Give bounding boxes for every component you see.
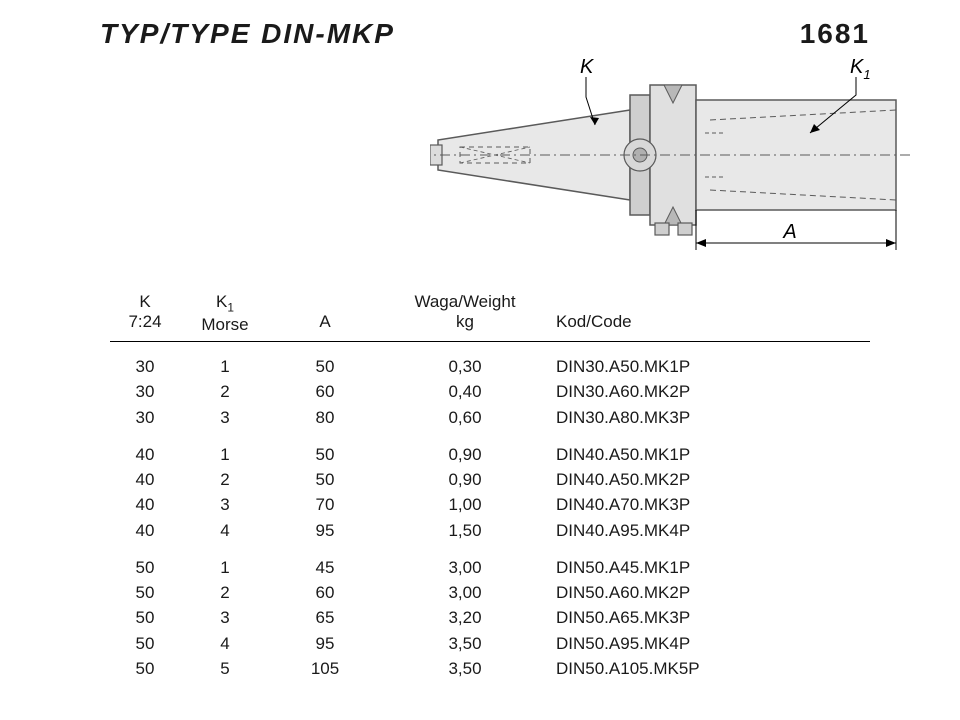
cell-k1: 1	[180, 342, 270, 380]
tool-diagram: K K1 A	[430, 55, 910, 255]
table-row: 403701,00DIN40.A70.MK3P	[110, 492, 870, 517]
header: TYP/TYPE DIN-MKP 1681	[0, 0, 960, 50]
cell-k1: 2	[180, 379, 270, 404]
cell-k1: 4	[180, 518, 270, 543]
cell-a: 65	[270, 605, 380, 630]
cell-w: 0,90	[380, 430, 550, 467]
cell-a: 70	[270, 492, 380, 517]
cell-w: 3,00	[380, 580, 550, 605]
table-row: 5051053,50DIN50.A105.MK5P	[110, 656, 870, 681]
page-title: TYP/TYPE DIN-MKP	[100, 18, 395, 50]
table-row: 503653,20DIN50.A65.MK3P	[110, 605, 870, 630]
cell-k: 40	[110, 518, 180, 543]
cell-a: 45	[270, 543, 380, 580]
dimension-a: A	[696, 210, 896, 250]
cell-a: 60	[270, 379, 380, 404]
spec-table: K7:24 K1Morse A Waga/Weightkg Kod/Code 3…	[110, 290, 870, 681]
cell-k1: 2	[180, 580, 270, 605]
cell-a: 50	[270, 430, 380, 467]
cell-k: 40	[110, 430, 180, 467]
cell-code: DIN40.A50.MK1P	[550, 430, 870, 467]
cell-code: DIN50.A60.MK2P	[550, 580, 870, 605]
cell-k: 50	[110, 580, 180, 605]
cell-code: DIN40.A95.MK4P	[550, 518, 870, 543]
table-row: 504953,50DIN50.A95.MK4P	[110, 631, 870, 656]
cell-w: 0,60	[380, 405, 550, 430]
table-row: 401500,90DIN40.A50.MK1P	[110, 430, 870, 467]
cell-a: 95	[270, 631, 380, 656]
cell-code: DIN30.A80.MK3P	[550, 405, 870, 430]
table-row: 302600,40DIN30.A60.MK2P	[110, 379, 870, 404]
svg-text:K: K	[580, 56, 595, 78]
th-a: A	[270, 290, 380, 342]
cell-code: DIN40.A70.MK3P	[550, 492, 870, 517]
th-k1: K1Morse	[180, 290, 270, 342]
cell-w: 0,90	[380, 467, 550, 492]
th-code: Kod/Code	[550, 290, 870, 342]
cell-w: 3,50	[380, 656, 550, 681]
cell-k: 30	[110, 405, 180, 430]
cell-code: DIN50.A45.MK1P	[550, 543, 870, 580]
cell-code: DIN30.A60.MK2P	[550, 379, 870, 404]
cell-code: DIN50.A95.MK4P	[550, 631, 870, 656]
cell-code: DIN40.A50.MK2P	[550, 467, 870, 492]
cell-k1: 1	[180, 543, 270, 580]
cell-w: 3,50	[380, 631, 550, 656]
cell-a: 50	[270, 467, 380, 492]
cell-a: 60	[270, 580, 380, 605]
cell-a: 95	[270, 518, 380, 543]
cell-w: 1,00	[380, 492, 550, 517]
cell-w: 3,00	[380, 543, 550, 580]
cell-k: 30	[110, 342, 180, 380]
table-row: 404951,50DIN40.A95.MK4P	[110, 518, 870, 543]
cell-k1: 3	[180, 405, 270, 430]
cell-k1: 4	[180, 631, 270, 656]
table-row: 501453,00DIN50.A45.MK1P	[110, 543, 870, 580]
cell-w: 0,30	[380, 342, 550, 380]
cell-k: 50	[110, 543, 180, 580]
svg-text:K1: K1	[850, 56, 871, 82]
cell-code: DIN50.A65.MK3P	[550, 605, 870, 630]
cell-code: DIN50.A105.MK5P	[550, 656, 870, 681]
cell-k: 50	[110, 605, 180, 630]
cell-k1: 1	[180, 430, 270, 467]
svg-text:A: A	[782, 221, 796, 243]
cell-k1: 2	[180, 467, 270, 492]
cell-a: 50	[270, 342, 380, 380]
th-weight: Waga/Weightkg	[380, 290, 550, 342]
flange-icon	[624, 85, 696, 235]
cell-k: 30	[110, 379, 180, 404]
cell-code: DIN30.A50.MK1P	[550, 342, 870, 380]
table-row: 301500,30DIN30.A50.MK1P	[110, 342, 870, 380]
cell-w: 3,20	[380, 605, 550, 630]
cell-k: 50	[110, 656, 180, 681]
cell-k1: 3	[180, 605, 270, 630]
cell-k1: 5	[180, 656, 270, 681]
cell-a: 80	[270, 405, 380, 430]
cell-w: 0,40	[380, 379, 550, 404]
cell-k1: 3	[180, 492, 270, 517]
cell-k: 40	[110, 492, 180, 517]
cell-k: 40	[110, 467, 180, 492]
th-k: K7:24	[110, 290, 180, 342]
cell-a: 105	[270, 656, 380, 681]
catalog-number: 1681	[800, 18, 870, 50]
table-row: 303800,60DIN30.A80.MK3P	[110, 405, 870, 430]
cell-k: 50	[110, 631, 180, 656]
table-row: 402500,90DIN40.A50.MK2P	[110, 467, 870, 492]
table-row: 502603,00DIN50.A60.MK2P	[110, 580, 870, 605]
cell-w: 1,50	[380, 518, 550, 543]
